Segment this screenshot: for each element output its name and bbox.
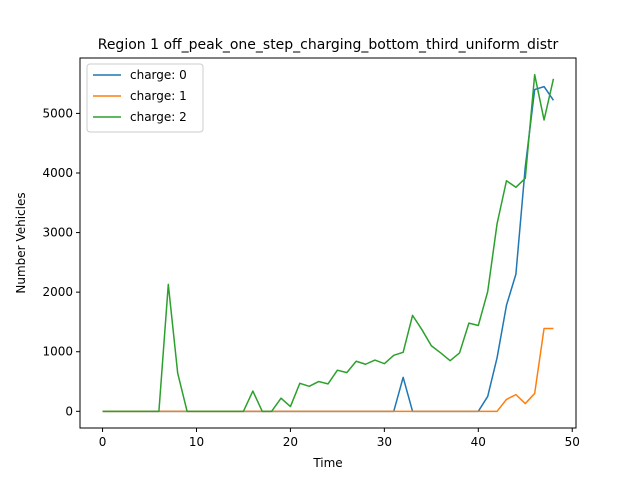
y-axis: 0 1000 2000 3000 4000 5000 (42, 106, 80, 418)
plot-frame (79, 57, 577, 429)
x-axis-label: Time (312, 456, 342, 470)
y-tick-label: 4000 (42, 166, 73, 180)
legend: charge: 0 charge: 1 charge: 2 (86, 63, 204, 133)
x-tick-label: 30 (377, 435, 392, 449)
x-tick-label: 40 (471, 435, 486, 449)
x-tick-label: 50 (565, 435, 580, 449)
x-tick-label: 10 (189, 435, 204, 449)
series-layer (102, 73, 555, 413)
y-axis-label: Number Vehicles (14, 192, 28, 293)
legend-label: charge: 0 (130, 68, 187, 82)
x-axis: 0 10 20 30 40 50 (99, 428, 580, 449)
x-tick-label: 20 (283, 435, 298, 449)
y-tick-label: 2000 (42, 285, 73, 299)
chart-title: Region 1 off_peak_one_step_charging_bott… (98, 37, 559, 53)
y-tick-label: 1000 (42, 345, 73, 359)
legend-label: charge: 2 (130, 110, 187, 124)
legend-label: charge: 1 (130, 89, 187, 103)
y-tick-label: 0 (65, 404, 73, 418)
x-tick-label: 0 (99, 435, 107, 449)
y-tick-label: 5000 (42, 106, 73, 120)
y-tick-label: 3000 (42, 226, 73, 240)
series-line-charge-2 (102, 73, 555, 413)
legend-box (86, 63, 204, 133)
series-line-charge-1 (102, 327, 554, 413)
